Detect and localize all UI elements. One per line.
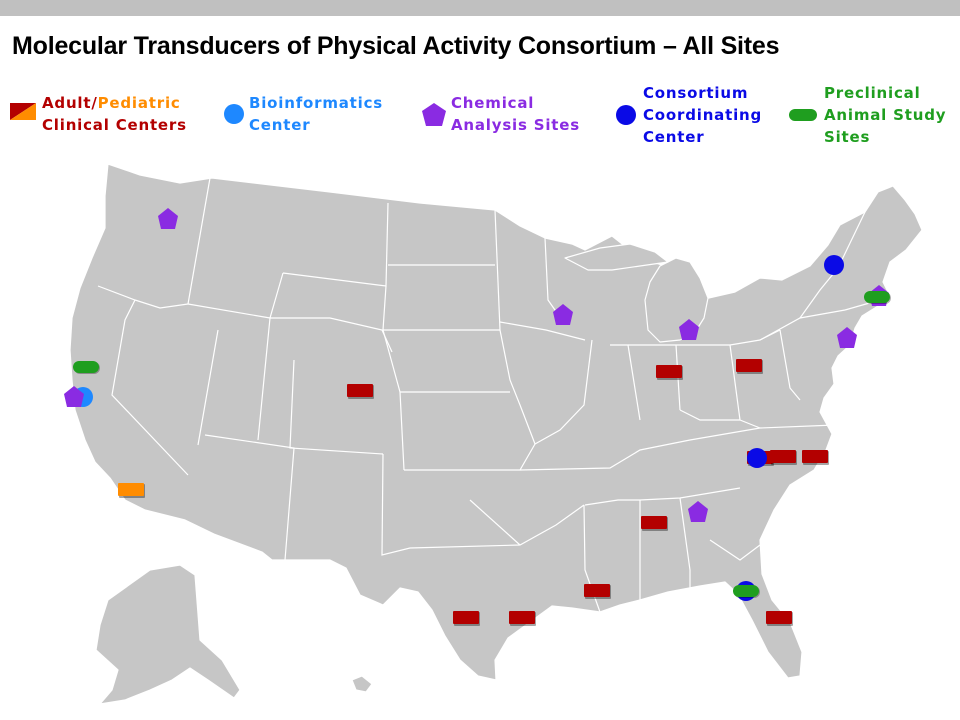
alaska-shape (95, 564, 241, 705)
site-marker-adult-clinical (736, 359, 763, 374)
legend-chemical-line1: Chemical (451, 94, 535, 112)
legend-clinical: Adult/Pediatric Clinical Centers (42, 92, 187, 136)
site-marker-adult-clinical (509, 611, 536, 626)
state-borders (97, 177, 881, 613)
legend-pediatric-label: Pediatric (97, 94, 181, 112)
site-marker-adult-clinical (584, 584, 611, 599)
michigan-upper-shape (564, 243, 669, 271)
site-marker-chemical (837, 327, 857, 348)
legend-coordinating-line2: Coordinating (643, 106, 763, 124)
purple-pentagon-icon (422, 103, 446, 126)
site-markers (64, 208, 891, 626)
site-marker-adult-clinical (802, 450, 829, 465)
legend-bioinformatics: Bioinformatics Center (249, 92, 383, 136)
map-land (69, 163, 923, 705)
site-marker-chemical (158, 208, 178, 229)
site-marker-adult-clinical (641, 516, 668, 531)
legend-bioinformatics-line1: Bioinformatics (249, 94, 384, 112)
legend-preclinical-line2: Animal Study (824, 106, 947, 124)
dark-blue-circle-icon (616, 105, 636, 125)
site-marker-preclinical (864, 291, 891, 304)
michigan-shape (644, 257, 709, 343)
top-strip (0, 0, 960, 16)
legend-coordinating: Consortium Coordinating Center (643, 82, 762, 148)
legend-coordinating-line3: Center (643, 128, 705, 146)
green-pill-icon (789, 109, 817, 121)
site-marker-coordinating (824, 255, 844, 275)
light-blue-circle-icon (224, 104, 244, 124)
site-marker-adult-clinical (766, 611, 793, 626)
legend-coordinating-line1: Consortium (643, 84, 749, 102)
site-marker-preclinical (73, 361, 100, 374)
site-marker-preclinical (733, 585, 760, 598)
site-marker-pediatric-clinical (118, 483, 145, 498)
legend-clinical-label: Clinical Centers (42, 116, 187, 134)
legend-preclinical-line1: Preclinical (824, 84, 921, 102)
site-marker-adult-clinical (656, 365, 683, 380)
site-marker-coordinating (747, 448, 767, 468)
legend-chemical-line2: Analysis Sites (451, 116, 580, 134)
legend-chemical: Chemical Analysis Sites (451, 92, 580, 136)
site-marker-adult-clinical (347, 384, 374, 399)
legend-preclinical-line3: Sites (824, 128, 871, 146)
legend-preclinical: Preclinical Animal Study Sites (824, 82, 946, 148)
site-marker-adult-clinical (770, 450, 797, 465)
legend-adult-label: Adult/ (42, 94, 98, 112)
site-marker-chemical (64, 386, 84, 407)
site-marker-chemical (688, 501, 708, 522)
site-marker-chemical (553, 304, 573, 325)
site-marker-adult-clinical (453, 611, 480, 626)
page-title: Molecular Transducers of Physical Activi… (12, 32, 780, 60)
legend-bioinformatics-line2: Center (249, 116, 311, 134)
site-marker-chemical (679, 319, 699, 340)
split-rectangle-icon (10, 103, 36, 120)
hawaii-shape (351, 675, 373, 693)
